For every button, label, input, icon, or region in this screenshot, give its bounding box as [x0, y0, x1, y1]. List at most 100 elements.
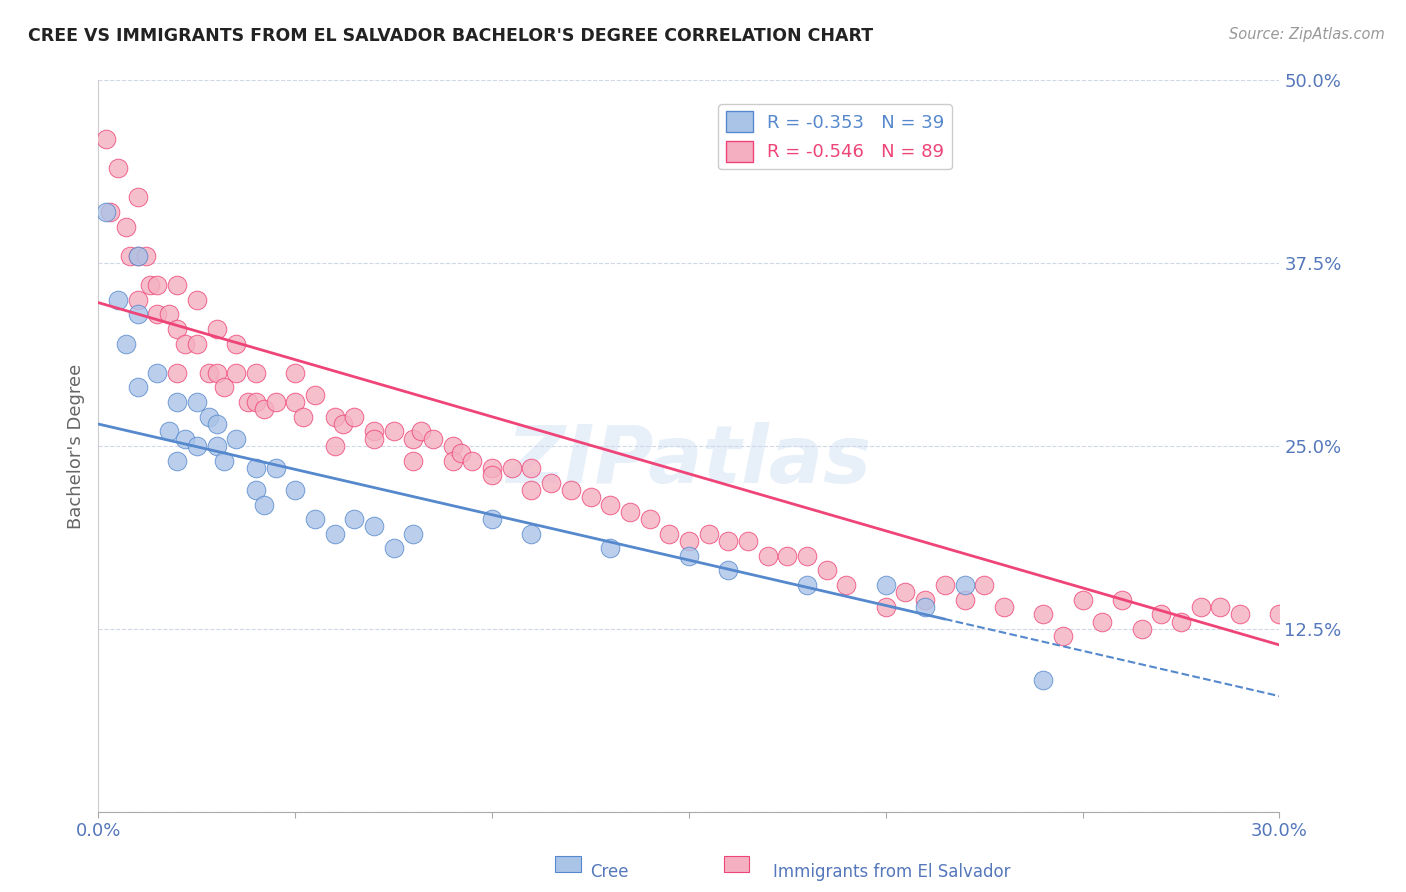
Point	[599, 541, 621, 556]
Point	[245, 483, 267, 497]
Point	[127, 293, 149, 307]
Point	[343, 512, 366, 526]
Point	[127, 190, 149, 204]
Point	[127, 380, 149, 394]
Point	[138, 278, 160, 293]
Point	[520, 461, 543, 475]
Point	[1111, 592, 1133, 607]
Point	[875, 599, 897, 614]
Point	[127, 249, 149, 263]
Point	[1032, 673, 1054, 687]
Point	[146, 366, 169, 380]
Point	[796, 549, 818, 563]
Point	[245, 395, 267, 409]
Point	[1130, 622, 1153, 636]
Point	[146, 307, 169, 321]
Point	[96, 205, 118, 219]
Point	[411, 425, 433, 439]
Point	[1052, 629, 1074, 643]
Point	[1268, 607, 1291, 622]
Point	[402, 432, 425, 446]
Point	[402, 526, 425, 541]
Point	[323, 526, 346, 541]
Point	[520, 526, 543, 541]
Point	[332, 417, 354, 431]
Point	[973, 578, 995, 592]
Bar	[555, 856, 581, 872]
Point	[284, 395, 307, 409]
Point	[717, 534, 740, 549]
Point	[815, 563, 838, 577]
Point	[717, 563, 740, 577]
Point	[292, 409, 315, 424]
Point	[96, 132, 118, 146]
Point	[875, 578, 897, 592]
Point	[253, 498, 276, 512]
Point	[115, 336, 138, 351]
Point	[619, 505, 641, 519]
Point	[658, 526, 681, 541]
Point	[363, 519, 385, 533]
Text: ZIPatlas: ZIPatlas	[506, 422, 872, 500]
Point	[914, 599, 936, 614]
Point	[402, 453, 425, 467]
Point	[481, 512, 503, 526]
Point	[186, 293, 208, 307]
Point	[953, 578, 976, 592]
Point	[197, 409, 219, 424]
Point	[214, 380, 236, 394]
Bar	[724, 856, 749, 872]
Point	[157, 307, 180, 321]
Point	[638, 512, 661, 526]
Point	[174, 432, 197, 446]
Point	[1150, 607, 1173, 622]
Point	[245, 461, 267, 475]
Point	[1229, 607, 1251, 622]
Point	[166, 453, 188, 467]
Point	[343, 409, 366, 424]
Point	[253, 402, 276, 417]
Point	[382, 541, 405, 556]
Point	[697, 526, 720, 541]
Point	[914, 592, 936, 607]
Text: Immigrants from El Salvador: Immigrants from El Salvador	[773, 863, 1011, 881]
Text: Source: ZipAtlas.com: Source: ZipAtlas.com	[1229, 27, 1385, 42]
Point	[245, 366, 267, 380]
Point	[214, 453, 236, 467]
Point	[186, 439, 208, 453]
Point	[461, 453, 484, 467]
Point	[1170, 615, 1192, 629]
Point	[441, 439, 464, 453]
Point	[264, 395, 287, 409]
Point	[579, 490, 602, 504]
Text: CREE VS IMMIGRANTS FROM EL SALVADOR BACHELOR'S DEGREE CORRELATION CHART: CREE VS IMMIGRANTS FROM EL SALVADOR BACH…	[28, 27, 873, 45]
Point	[166, 322, 188, 336]
Point	[118, 249, 141, 263]
Point	[382, 425, 405, 439]
Point	[225, 432, 247, 446]
Point	[304, 512, 326, 526]
Point	[678, 534, 700, 549]
Point	[135, 249, 157, 263]
Point	[776, 549, 799, 563]
Point	[98, 205, 121, 219]
Point	[520, 483, 543, 497]
Point	[127, 249, 149, 263]
Point	[422, 432, 444, 446]
Point	[205, 366, 228, 380]
Point	[501, 461, 523, 475]
Point	[186, 395, 208, 409]
Point	[450, 446, 472, 460]
Point	[481, 468, 503, 483]
Point	[540, 475, 562, 490]
Point	[756, 549, 779, 563]
Point	[934, 578, 956, 592]
Point	[323, 439, 346, 453]
Point	[166, 278, 188, 293]
Point	[481, 461, 503, 475]
Point	[166, 366, 188, 380]
Point	[304, 388, 326, 402]
Point	[599, 498, 621, 512]
Point	[835, 578, 858, 592]
Point	[115, 219, 138, 234]
